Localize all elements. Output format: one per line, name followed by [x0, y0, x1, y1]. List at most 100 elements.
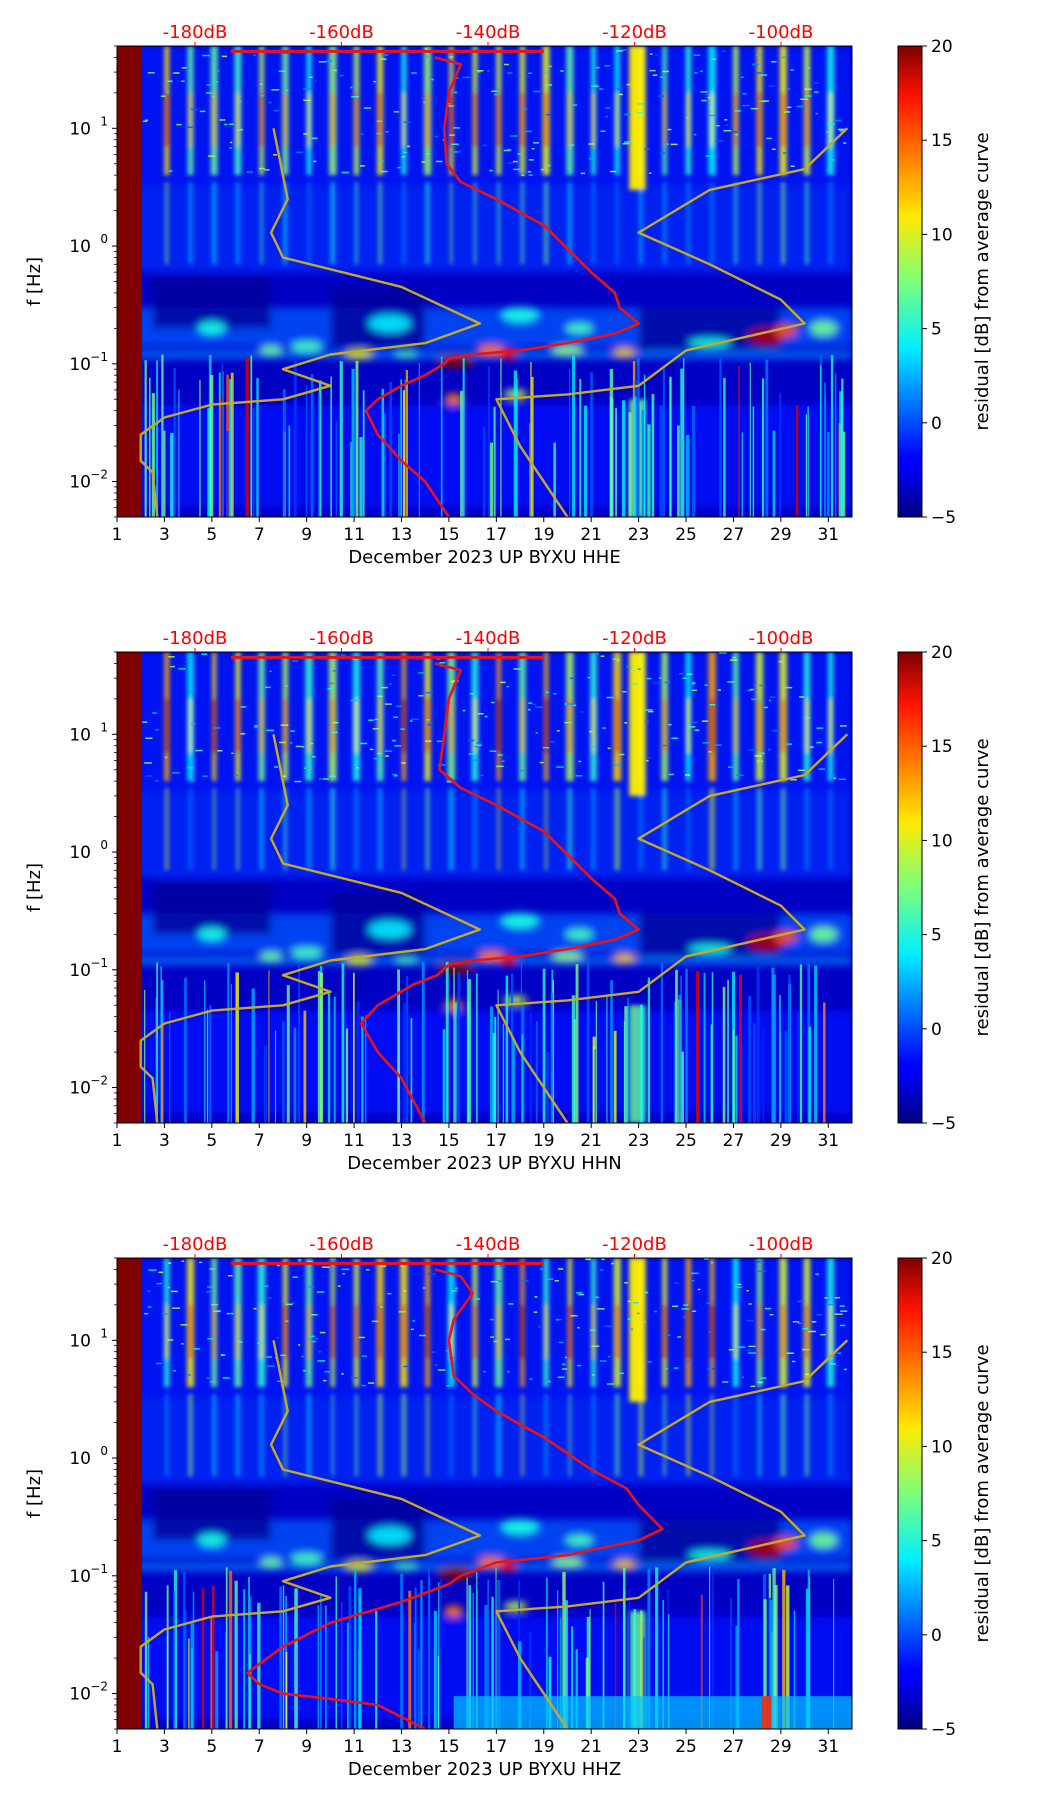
speck-150 [453, 91, 458, 94]
speck-114 [704, 1258, 709, 1260]
speck-194 [290, 730, 295, 732]
speck-146 [636, 1312, 640, 1315]
speck-200 [570, 1315, 578, 1317]
speck-195 [411, 72, 417, 74]
speck-205 [742, 93, 747, 95]
streak-50 [823, 1002, 826, 1123]
stripe-tail-13 [402, 181, 406, 265]
stripe-core-21 [592, 92, 596, 147]
speck-33 [477, 712, 484, 715]
speck-36 [838, 778, 846, 781]
streak-3 [572, 355, 576, 517]
speck-99 [308, 1376, 311, 1379]
x-tick-label: 23 [628, 525, 650, 545]
streak-48 [467, 979, 472, 1123]
streak-22 [497, 1579, 501, 1729]
top-db-label: -120dB [602, 1234, 667, 1255]
stripe-tail-7 [260, 181, 264, 265]
x-tick-label: 19 [533, 1131, 555, 1151]
speck-128 [361, 1384, 367, 1387]
daily-stripes [164, 46, 835, 517]
stripe-core-9 [307, 698, 311, 753]
speck-180 [188, 763, 192, 766]
speck-141 [201, 653, 208, 655]
speck-162 [450, 1292, 454, 1294]
speck-110 [271, 89, 280, 91]
streak-26 [402, 390, 405, 517]
streak-54 [711, 1571, 714, 1729]
streak-96 [560, 1617, 562, 1729]
streak-29 [830, 355, 834, 517]
speck-131 [614, 764, 622, 766]
speck-80 [471, 759, 477, 761]
speck-115 [763, 706, 769, 709]
speck-45 [184, 126, 193, 128]
streak-24 [805, 1588, 809, 1729]
streak-60 [365, 1015, 367, 1123]
speck-56 [839, 130, 844, 132]
speck-1 [490, 701, 495, 704]
speck-94 [221, 55, 227, 58]
speck-120 [517, 153, 521, 155]
speck-99 [478, 774, 485, 777]
streak-34 [756, 965, 760, 1123]
speck-133 [156, 1282, 163, 1285]
streak-85 [442, 1029, 446, 1123]
speck-170 [670, 143, 678, 146]
speck-181 [273, 766, 279, 768]
speck-210 [659, 76, 664, 78]
speck-21 [418, 694, 424, 697]
speck-59 [266, 729, 274, 732]
speck-8 [397, 166, 401, 169]
speck-149 [527, 170, 532, 173]
streak-21 [685, 968, 688, 1123]
speck-91 [377, 752, 382, 755]
speck-126 [590, 1329, 596, 1331]
speck-126 [145, 737, 153, 740]
x-tick-label: 29 [770, 1131, 792, 1151]
streak-64 [335, 421, 337, 517]
streak-10 [410, 1018, 413, 1123]
speck-163 [381, 1265, 387, 1268]
speck-188 [439, 661, 446, 664]
blob-15 [259, 345, 283, 356]
streak-79 [643, 1637, 645, 1729]
streak-1 [695, 971, 700, 1123]
speck-1 [253, 54, 256, 56]
speck-49 [215, 70, 220, 72]
streak-8 [201, 1588, 205, 1729]
colorbar-tick-label: 20 [931, 37, 953, 57]
top-db-label: -100dB [749, 22, 814, 43]
speck-164 [206, 1377, 211, 1379]
speck-137 [532, 703, 537, 706]
speck-190 [352, 658, 358, 660]
daily-stripes [164, 1258, 835, 1729]
stripe-core-30 [805, 1304, 809, 1359]
streak-14 [212, 1585, 215, 1729]
streak-35 [622, 1567, 626, 1729]
streak-68 [552, 979, 555, 1123]
blob-11 [197, 1533, 227, 1548]
streak-14 [384, 412, 386, 517]
speck-123 [528, 159, 534, 161]
streak-87 [250, 1595, 252, 1729]
streak-85 [659, 405, 663, 517]
speck-186 [579, 711, 584, 713]
streak-44 [805, 1597, 808, 1729]
speck-42 [381, 54, 389, 56]
streak-109 [628, 412, 632, 517]
x-tick-label: 9 [301, 1737, 312, 1757]
speck-110 [552, 693, 557, 695]
speck-106 [158, 1271, 164, 1274]
stripe-core-30 [805, 698, 809, 753]
streak-10 [719, 358, 722, 517]
stripe-tail-29 [780, 181, 786, 265]
speck-229 [380, 58, 387, 60]
streak-7 [735, 1625, 739, 1729]
stripe-tail-8 [283, 1393, 287, 1477]
x-tick-label: 19 [533, 1737, 555, 1757]
stripe-tail-15 [449, 181, 453, 265]
speck-155 [379, 1306, 384, 1308]
speck-61 [360, 742, 368, 745]
